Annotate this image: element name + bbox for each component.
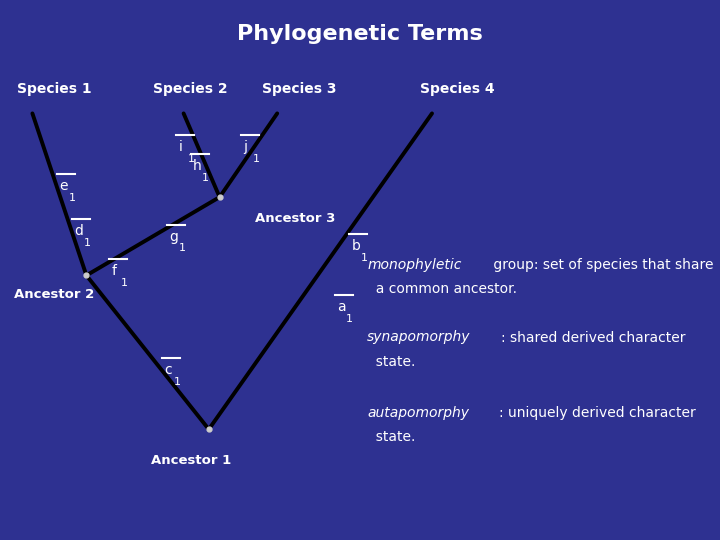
Text: 1: 1 bbox=[121, 278, 128, 288]
Text: h: h bbox=[193, 159, 202, 173]
Text: 1: 1 bbox=[68, 193, 76, 203]
Text: Ancestor 3: Ancestor 3 bbox=[255, 212, 336, 225]
Text: i: i bbox=[179, 140, 182, 154]
Text: e: e bbox=[59, 179, 68, 193]
Text: state.: state. bbox=[367, 430, 415, 444]
Text: : shared derived character: : shared derived character bbox=[500, 330, 685, 345]
Text: synapomorphy: synapomorphy bbox=[367, 330, 471, 345]
Text: group: set of species that share: group: set of species that share bbox=[489, 258, 714, 272]
Text: Phylogenetic Terms: Phylogenetic Terms bbox=[237, 24, 483, 44]
Text: 1: 1 bbox=[188, 154, 195, 164]
Text: Species 1: Species 1 bbox=[17, 82, 91, 96]
Text: state.: state. bbox=[367, 355, 415, 369]
Text: d: d bbox=[74, 224, 83, 238]
Text: 1: 1 bbox=[346, 314, 354, 323]
Text: Species 2: Species 2 bbox=[153, 82, 228, 96]
Text: a common ancestor.: a common ancestor. bbox=[367, 282, 517, 296]
Text: monophyletic: monophyletic bbox=[367, 258, 462, 272]
Text: 1: 1 bbox=[179, 244, 186, 253]
Text: Species 3: Species 3 bbox=[261, 82, 336, 96]
Text: c: c bbox=[164, 363, 172, 377]
Text: 1: 1 bbox=[361, 253, 368, 262]
Text: j: j bbox=[243, 140, 248, 154]
Text: Ancestor 1: Ancestor 1 bbox=[150, 454, 231, 467]
Text: 1: 1 bbox=[174, 377, 181, 387]
Text: 1: 1 bbox=[84, 238, 91, 248]
Text: 1: 1 bbox=[202, 173, 210, 183]
Text: f: f bbox=[112, 264, 117, 278]
Text: Ancestor 2: Ancestor 2 bbox=[14, 288, 94, 301]
Text: 1: 1 bbox=[253, 154, 260, 164]
Text: b: b bbox=[351, 239, 360, 253]
Text: autapomorphy: autapomorphy bbox=[367, 406, 469, 420]
Text: a: a bbox=[337, 300, 346, 314]
Text: : uniquely derived character: : uniquely derived character bbox=[499, 406, 696, 420]
Text: Species 4: Species 4 bbox=[420, 82, 495, 96]
Text: g: g bbox=[169, 230, 178, 244]
